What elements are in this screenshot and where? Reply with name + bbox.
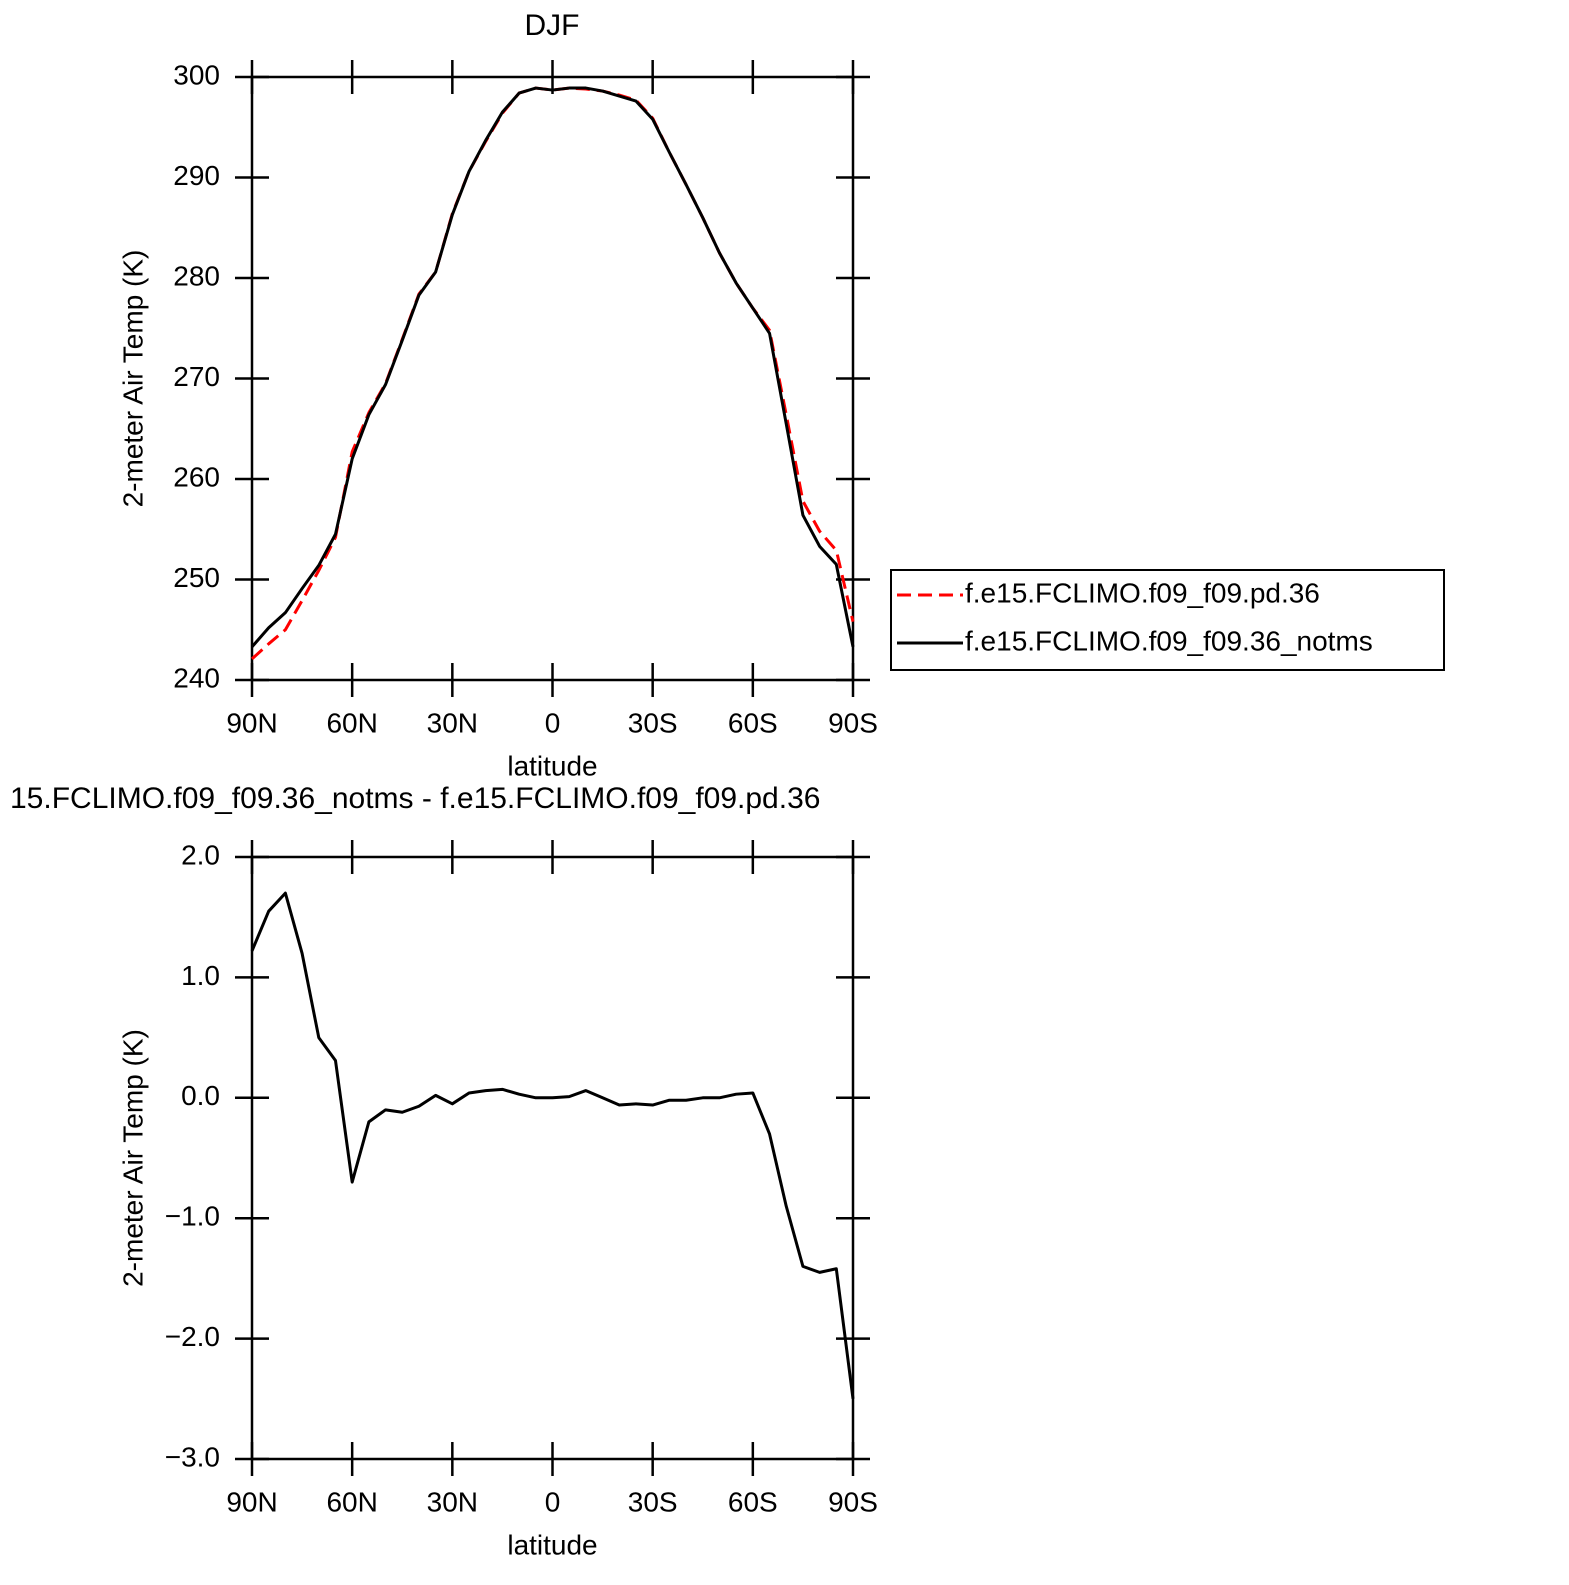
y-tick-label: −2.0 bbox=[165, 1321, 220, 1352]
x-axis-label: latitude bbox=[507, 750, 597, 781]
plot-frame bbox=[250, 75, 855, 682]
x-tick-label: 60N bbox=[326, 1486, 377, 1517]
y-tick-label: 290 bbox=[173, 160, 220, 191]
x-tick-label: 30N bbox=[427, 707, 478, 738]
x-tick-label: 30S bbox=[628, 707, 678, 738]
chart-title: DJF bbox=[525, 9, 580, 42]
y-axis-label: 2-meter Air Temp (K) bbox=[117, 1029, 148, 1287]
data-line bbox=[250, 86, 855, 648]
y-tick-label: 270 bbox=[173, 361, 220, 392]
legend-box bbox=[890, 569, 1445, 671]
x-tick-label: 90S bbox=[828, 1486, 878, 1517]
chart-title: 15.FCLIMO.f09_f09.36_notms - f.e15.FCLIM… bbox=[10, 782, 820, 815]
y-tick-label: 280 bbox=[173, 260, 220, 291]
y-tick-label: 250 bbox=[173, 562, 220, 593]
y-tick-label: 2.0 bbox=[181, 839, 220, 870]
y-tick-label: 240 bbox=[173, 662, 220, 693]
data-line bbox=[250, 86, 855, 661]
x-tick-label: 0 bbox=[545, 1486, 561, 1517]
x-tick-label: 0 bbox=[545, 707, 561, 738]
legend-label: f.e15.FCLIMO.f09_f09.pd.36 bbox=[965, 577, 1320, 608]
y-tick-label: 300 bbox=[173, 59, 220, 90]
x-tick-label: 30S bbox=[628, 1486, 678, 1517]
x-tick-label: 30N bbox=[427, 1486, 478, 1517]
y-tick-label: −3.0 bbox=[165, 1441, 220, 1472]
y-tick-label: 1.0 bbox=[181, 960, 220, 991]
x-axis-label: latitude bbox=[507, 1529, 597, 1560]
x-tick-label: 60S bbox=[728, 1486, 778, 1517]
y-axis-label: 2-meter Air Temp (K) bbox=[117, 250, 148, 508]
x-tick-label: 90N bbox=[226, 707, 277, 738]
x-tick-label: 90S bbox=[828, 707, 878, 738]
y-tick-label: 260 bbox=[173, 461, 220, 492]
x-tick-label: 90N bbox=[226, 1486, 277, 1517]
y-tick-label: −1.0 bbox=[165, 1201, 220, 1232]
legend-label: f.e15.FCLIMO.f09_f09.36_notms bbox=[965, 625, 1373, 656]
y-tick-label: 0.0 bbox=[181, 1080, 220, 1111]
x-tick-label: 60N bbox=[326, 707, 377, 738]
data-line bbox=[250, 891, 855, 1399]
plot-frame bbox=[250, 855, 855, 1461]
x-tick-label: 60S bbox=[728, 707, 778, 738]
